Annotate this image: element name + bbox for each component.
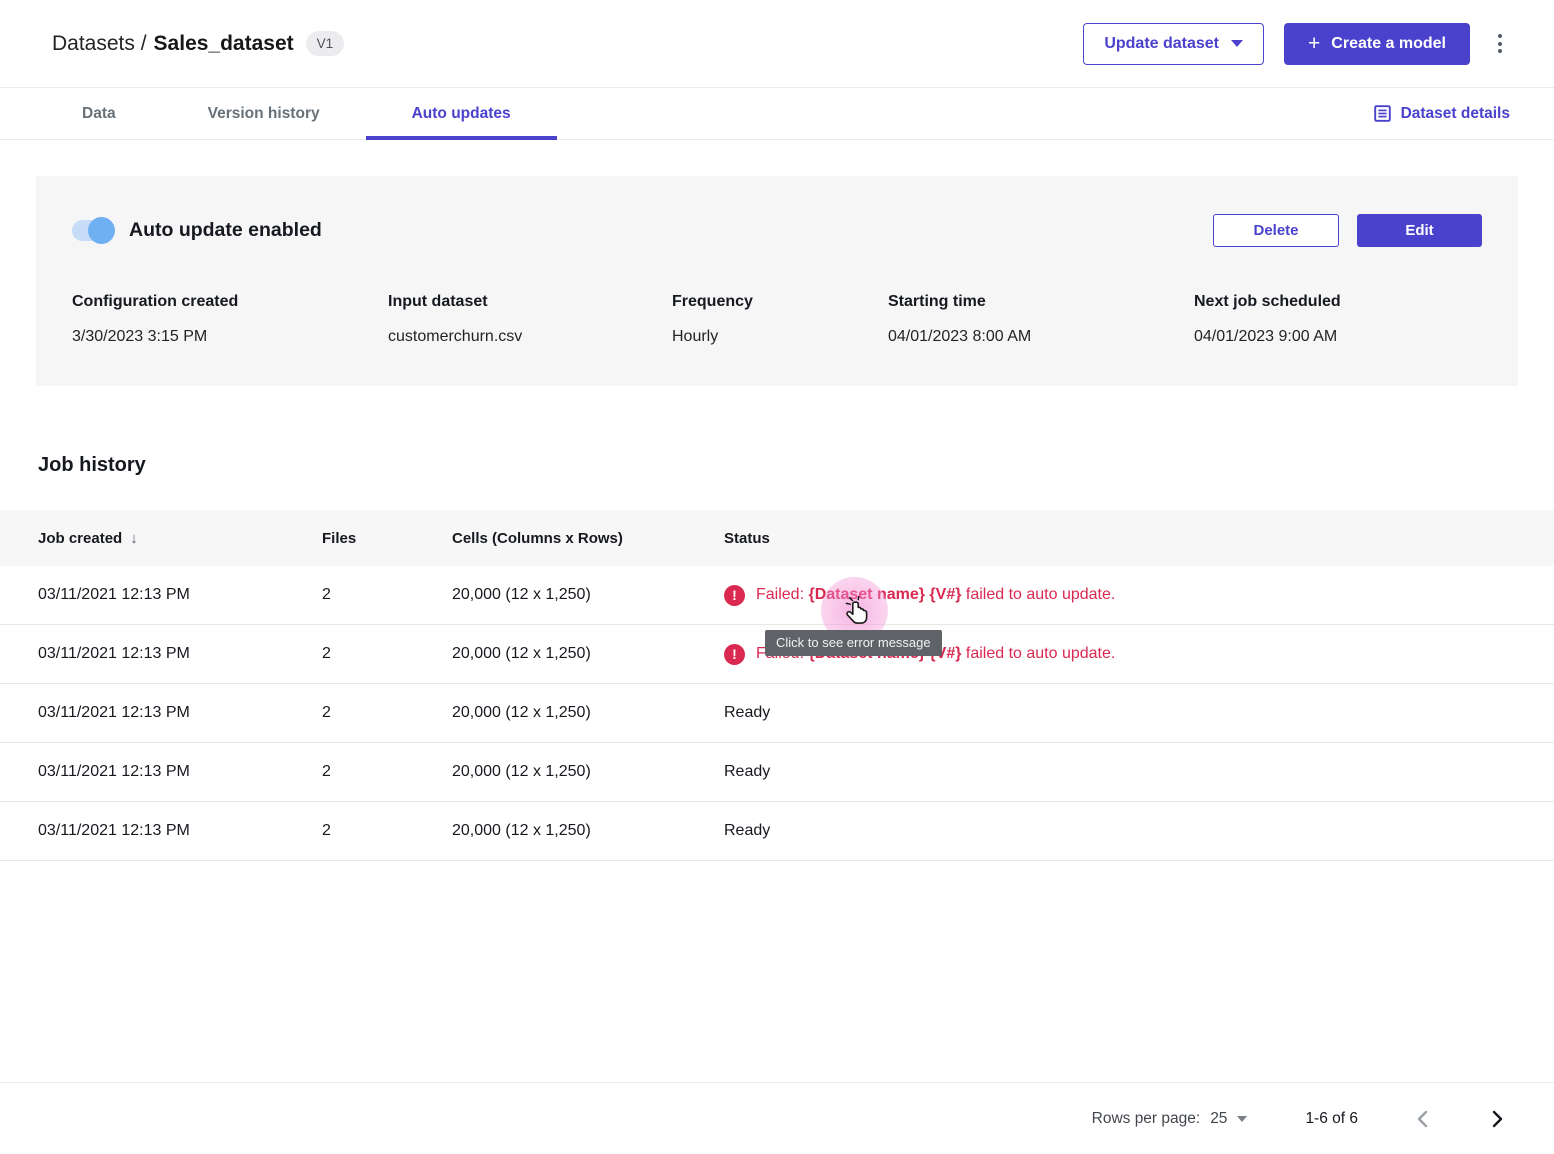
table-row: 03/11/2021 12:13 PM 2 20,000 (12 x 1,250… <box>0 743 1554 802</box>
create-model-button[interactable]: + Create a model <box>1284 22 1470 65</box>
field-starting-time: Starting time 04/01/2023 8:00 AM <box>888 293 1194 346</box>
tab-auto-updates[interactable]: Auto updates <box>365 88 557 140</box>
cell-cells: 20,000 (12 x 1,250) <box>452 645 591 662</box>
cell-files: 2 <box>322 586 331 603</box>
cell-files: 2 <box>322 704 331 721</box>
column-header-label: Job created <box>38 529 123 547</box>
auto-update-fields: Configuration created 3/30/2023 3:15 PM … <box>72 293 1482 346</box>
pagination-bar: Rows per page: 25 1-6 of 6 <box>0 1082 1554 1154</box>
update-dataset-button[interactable]: Update dataset <box>1083 22 1265 65</box>
field-value: 3/30/2023 3:15 PM <box>72 328 208 345</box>
status-prefix: Failed: <box>756 586 809 603</box>
version-badge: V1 <box>305 31 345 56</box>
field-configuration-created: Configuration created 3/30/2023 3:15 PM <box>72 293 388 346</box>
field-frequency: Frequency Hourly <box>672 293 888 346</box>
tab-version-history[interactable]: Version history <box>162 88 366 139</box>
auto-update-panel-header: Auto update enabled Delete Edit <box>72 214 1482 247</box>
job-history-title: Job history <box>38 454 146 476</box>
cell-job-created: 03/11/2021 12:13 PM <box>38 645 190 662</box>
cell-status-ready: Ready <box>724 822 771 839</box>
cell-job-created: 03/11/2021 12:13 PM <box>38 704 190 721</box>
column-header-files[interactable]: Files <box>322 529 357 547</box>
toggle-knob-icon <box>88 217 115 244</box>
field-value: 04/01/2023 9:00 AM <box>1194 328 1338 345</box>
sort-descending-icon[interactable]: ↓ <box>130 529 138 547</box>
chevron-down-icon <box>1237 1115 1248 1122</box>
job-history-table: Job created ↓ Files Cells (Columns x Rows… <box>0 510 1554 861</box>
chevron-down-icon <box>1231 40 1244 47</box>
field-next-job-scheduled: Next job scheduled 04/01/2023 9:00 AM <box>1194 293 1341 346</box>
tabbar: Data Version history Auto updates Datase… <box>0 87 1554 140</box>
auto-update-toggle[interactable] <box>72 217 115 244</box>
topbar: Datasets / Sales_dataset V1 Update datas… <box>0 0 1554 87</box>
chevron-left-icon <box>1417 1110 1428 1127</box>
field-label: Input dataset <box>388 293 488 310</box>
next-page-button[interactable] <box>1487 1106 1508 1132</box>
status-dataset-name: {Dataset name} {V#} <box>808 586 962 603</box>
column-header-cells[interactable]: Cells (Columns x Rows) <box>452 529 623 547</box>
field-label: Starting time <box>888 293 986 310</box>
status-suffix: failed to auto update. <box>961 586 1116 603</box>
status-suffix: failed to auto update. <box>961 645 1116 662</box>
content: Auto update enabled Delete Edit Configur… <box>0 176 1554 386</box>
column-header-status[interactable]: Status <box>724 529 770 547</box>
error-icon: ! <box>724 584 745 606</box>
table-row: 03/11/2021 12:13 PM 2 20,000 (12 x 1,250… <box>0 566 1554 625</box>
kebab-menu-icon[interactable] <box>1486 28 1514 60</box>
rows-per-page-label: Rows per page: <box>1091 1109 1201 1127</box>
rows-per-page-select[interactable]: 25 <box>1210 1109 1248 1128</box>
field-value: Hourly <box>672 328 719 345</box>
rows-per-page-value: 25 <box>1210 1109 1228 1127</box>
cell-cells: 20,000 (12 x 1,250) <box>452 586 591 603</box>
cell-status-ready: Ready <box>724 704 771 721</box>
cell-cells: 20,000 (12 x 1,250) <box>452 704 591 721</box>
cell-status-failed[interactable]: ! Failed: {Dataset name} {V#} failed to … <box>724 584 1554 606</box>
dataset-details-button[interactable]: Dataset details <box>1373 88 1510 139</box>
create-model-label: Create a model <box>1331 34 1446 52</box>
previous-page-button[interactable] <box>1412 1106 1433 1132</box>
cell-job-created: 03/11/2021 12:13 PM <box>38 822 190 839</box>
cell-files: 2 <box>322 822 331 839</box>
cell-job-created: 03/11/2021 12:13 PM <box>38 586 190 603</box>
dataset-details-label: Dataset details <box>1400 104 1510 122</box>
status-text: Failed: {Dataset name} {V#} failed to au… <box>756 586 1115 604</box>
cell-status-ready: Ready <box>724 763 771 780</box>
field-label: Configuration created <box>72 293 239 310</box>
breadcrumb-parent[interactable]: Datasets / <box>52 31 147 55</box>
tab-data[interactable]: Data <box>36 88 162 139</box>
field-value: 04/01/2023 8:00 AM <box>888 328 1032 345</box>
delete-button[interactable]: Delete <box>1213 214 1339 247</box>
table-header-row: Job created ↓ Files Cells (Columns x Rows… <box>0 510 1554 566</box>
cell-files: 2 <box>322 763 331 780</box>
error-icon: ! <box>724 643 745 665</box>
field-label: Next job scheduled <box>1194 293 1341 310</box>
tabbar-spacer <box>557 88 1373 139</box>
document-icon <box>1373 105 1391 122</box>
cell-cells: 20,000 (12 x 1,250) <box>452 763 591 780</box>
breadcrumb: Datasets / Sales_dataset V1 <box>52 31 345 56</box>
topbar-actions: Update dataset + Create a model <box>1083 22 1514 65</box>
cell-files: 2 <box>322 645 331 662</box>
cell-cells: 20,000 (12 x 1,250) <box>452 822 591 839</box>
cell-job-created: 03/11/2021 12:13 PM <box>38 763 190 780</box>
update-dataset-label: Update dataset <box>1104 34 1220 52</box>
edit-button[interactable]: Edit <box>1357 214 1482 247</box>
auto-update-panel: Auto update enabled Delete Edit Configur… <box>36 176 1518 386</box>
auto-update-title: Auto update enabled <box>129 219 322 241</box>
chevron-right-icon <box>1492 1110 1503 1127</box>
field-value: customerchurn.csv <box>388 328 523 345</box>
field-label: Frequency <box>672 293 753 310</box>
table-row: 03/11/2021 12:13 PM 2 20,000 (12 x 1,250… <box>0 802 1554 861</box>
field-input-dataset: Input dataset customerchurn.csv <box>388 293 672 346</box>
page-title: Sales_dataset <box>153 31 294 55</box>
column-header-job-created[interactable]: Job created ↓ <box>0 530 322 547</box>
tooltip: Click to see error message <box>765 630 942 656</box>
plus-icon: + <box>1308 32 1321 55</box>
page-range-label: 1-6 of 6 <box>1305 1109 1358 1127</box>
table-row: 03/11/2021 12:13 PM 2 20,000 (12 x 1,250… <box>0 684 1554 743</box>
